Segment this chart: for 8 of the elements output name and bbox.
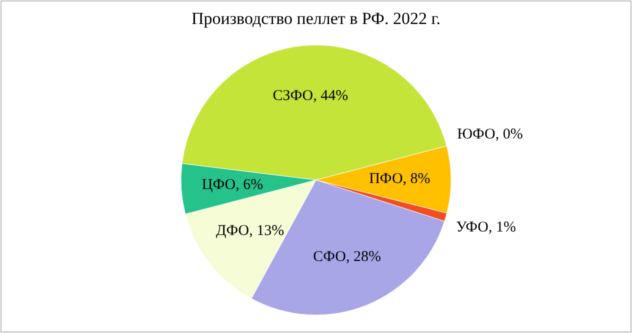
slice-label: СФО, 28% bbox=[313, 249, 382, 266]
slice-label: УФО, 1% bbox=[456, 220, 516, 236]
chart-title: Производство пеллет в РФ. 2022 г. bbox=[191, 9, 441, 28]
slice-label: ЦФО, 6% bbox=[202, 176, 264, 193]
slice-label: ПФО, 8% bbox=[369, 171, 430, 188]
slice-label: СЗФО, 44% bbox=[272, 88, 348, 104]
category-label: ЮФО, 0% bbox=[457, 126, 523, 143]
slice-label: ДФО, 13% bbox=[216, 222, 284, 239]
